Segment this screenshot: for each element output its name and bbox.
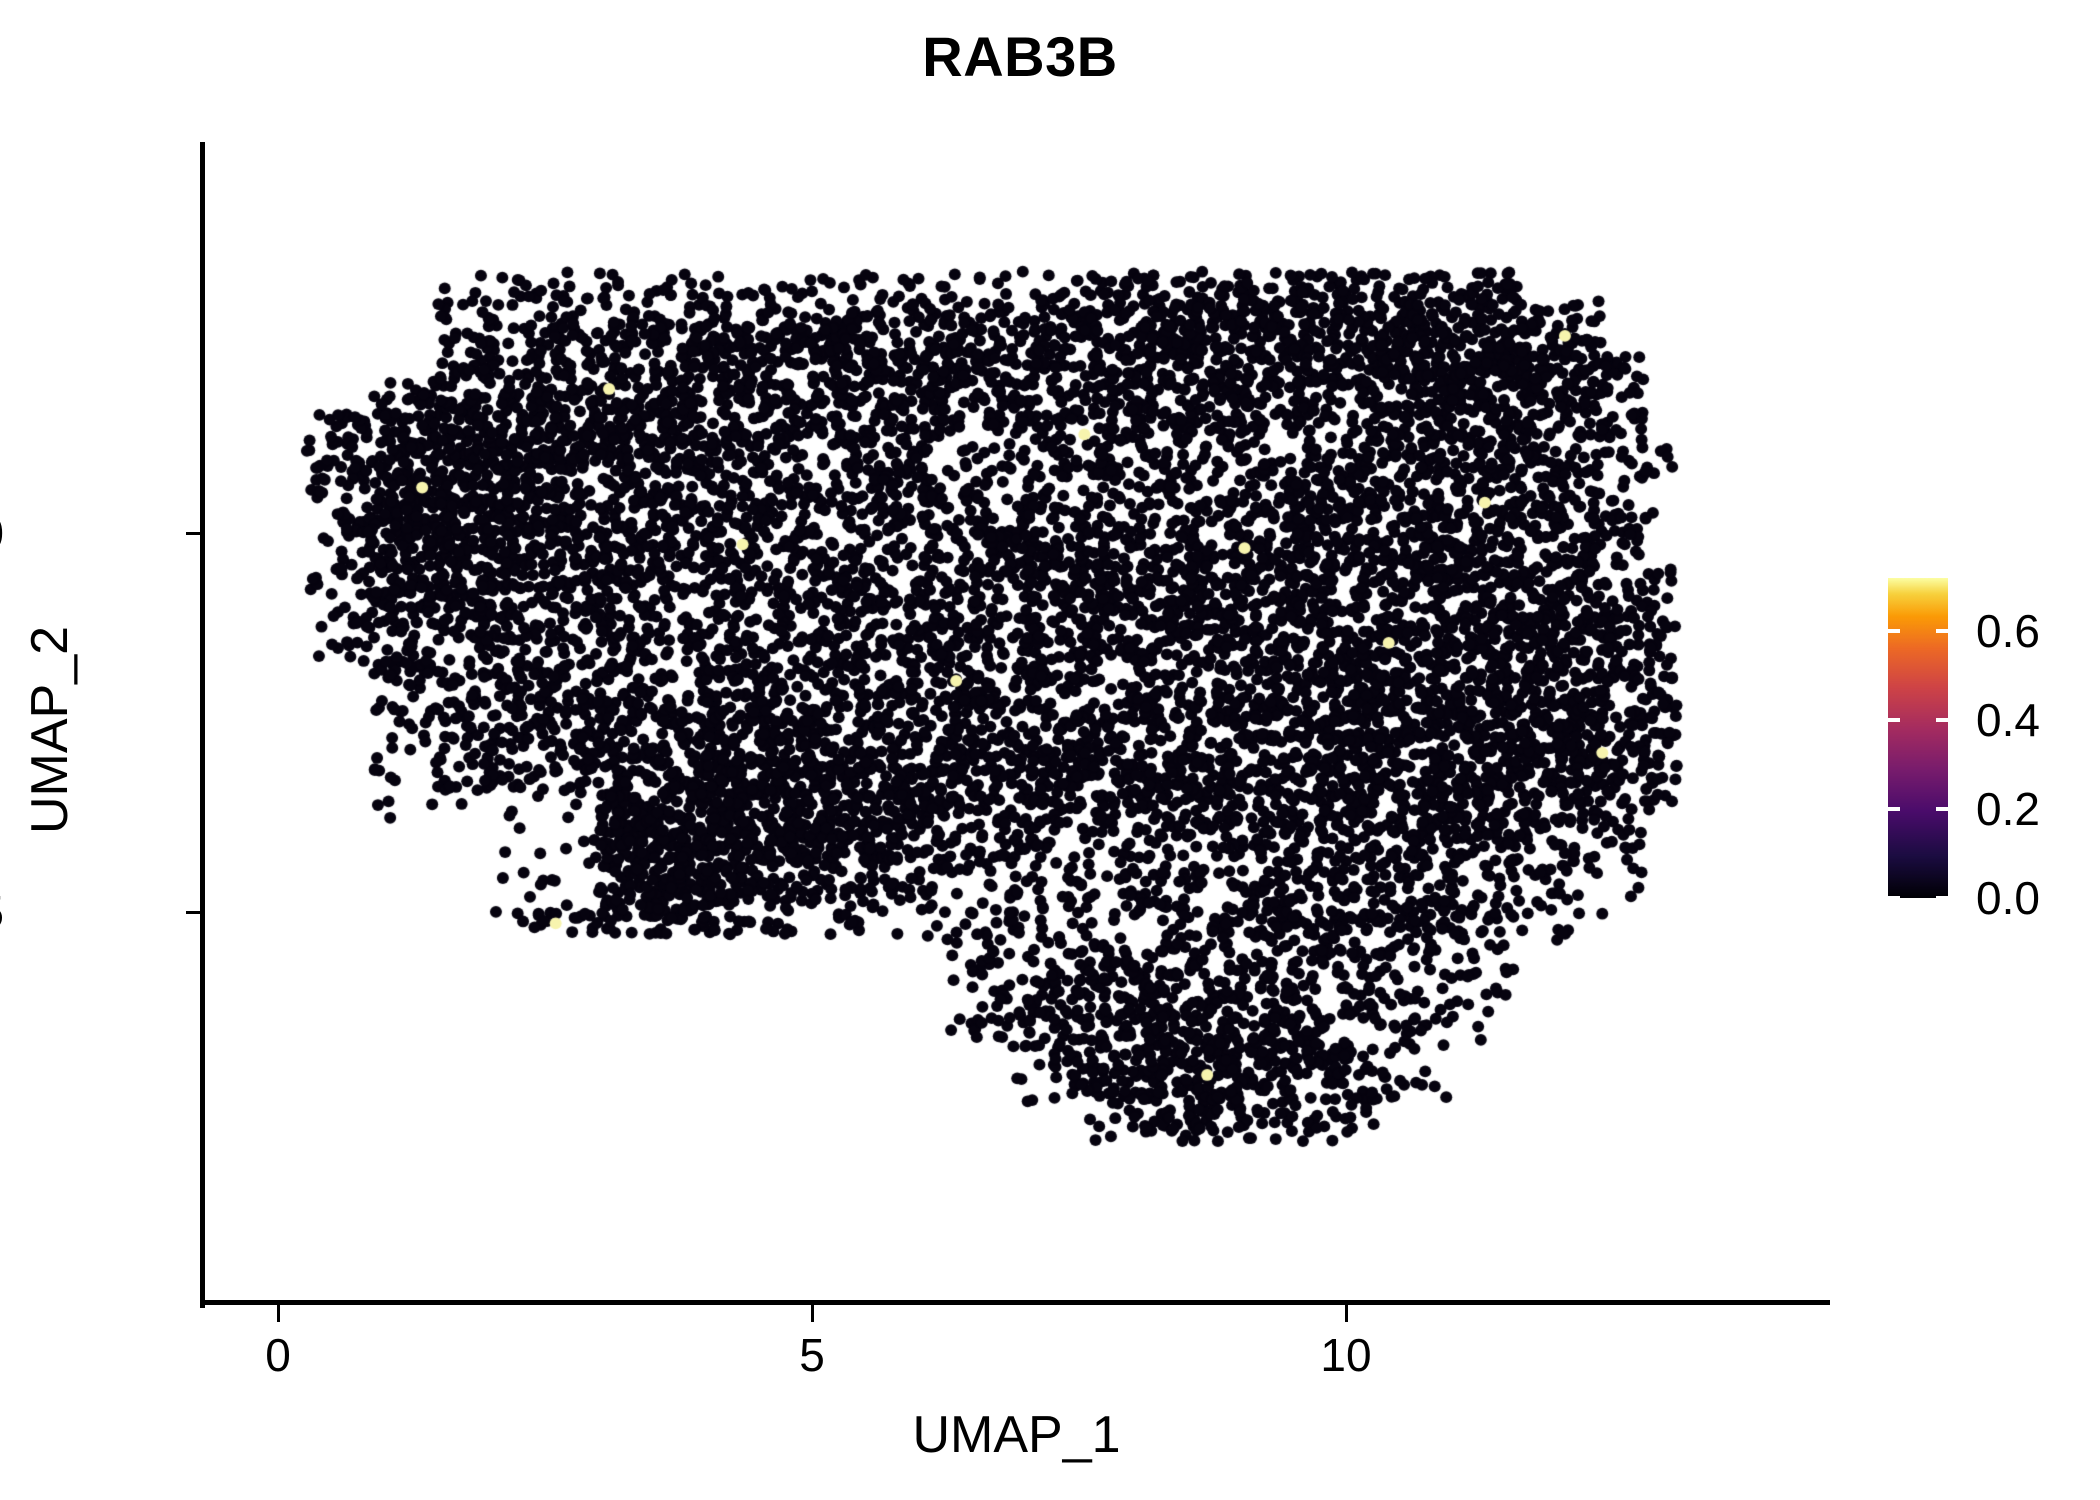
- x-tick-label: 0: [265, 1329, 291, 1381]
- colorbar-tick-mark: [1888, 718, 1900, 723]
- colorbar-tick-mark: [1936, 807, 1948, 812]
- y-tick-label: 10: [0, 506, 4, 560]
- colorbar-tick-label: 0.6: [1976, 605, 2040, 658]
- x-axis-title: UMAP_1: [912, 1406, 1121, 1464]
- y-tick-mark: [186, 532, 203, 535]
- colorbar-tick-mark: [1888, 807, 1900, 812]
- x-tick-label: 5: [799, 1329, 825, 1381]
- x-tick-label: 10: [1320, 1329, 1372, 1381]
- colorbar-tick-mark: [1936, 718, 1948, 723]
- x-tick-mark: [277, 1305, 280, 1322]
- y-tick-label: 5: [0, 885, 4, 939]
- page-title: RAB3B: [922, 25, 1118, 88]
- colorbar-gradient: [1888, 578, 1948, 898]
- y-axis-line: [200, 142, 205, 1308]
- colorbar-tick-mark: [1888, 629, 1900, 634]
- colorbar-tick-mark: [1888, 896, 1900, 900]
- colorbar-tick-mark: [1936, 629, 1948, 634]
- colorbar-tick-label: 0.4: [1976, 694, 2040, 747]
- y-tick-mark: [186, 911, 203, 914]
- colorbar-tick-mark: [1936, 896, 1948, 900]
- x-axis-line: [200, 1300, 1830, 1305]
- colorbar-tick-label: 0.0: [1976, 872, 2040, 924]
- color-legend: 0.0 0.2 0.4 0.6: [1888, 578, 2088, 924]
- y-axis-title: UMAP_2: [21, 625, 79, 835]
- x-tick-mark: [811, 1305, 814, 1322]
- x-tick-mark: [1345, 1305, 1348, 1322]
- colorbar-tick-label: 0.2: [1976, 783, 2040, 836]
